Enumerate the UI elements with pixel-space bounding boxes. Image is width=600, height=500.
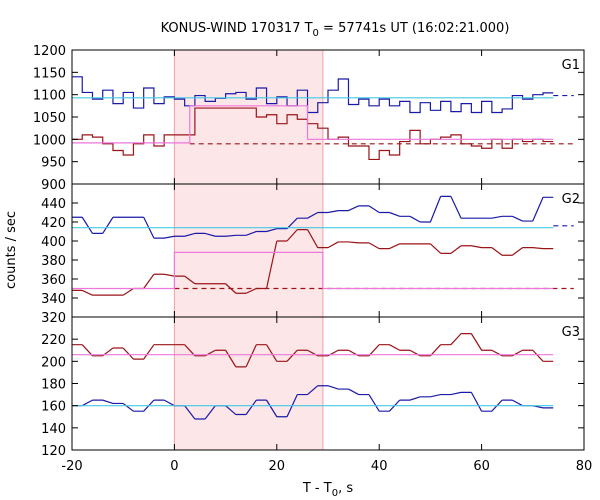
y-tick-label: 900 [41, 178, 66, 193]
y-tick-label: 1200 [33, 44, 66, 59]
highlight-layer [173, 50, 324, 450]
panel-label-g1: G1 [562, 58, 580, 73]
y-tick-label: 180 [41, 378, 66, 393]
x-tick-label: 80 [576, 459, 593, 474]
series-red-g3 [72, 333, 554, 368]
highlight-band [174, 50, 323, 450]
y-tick-label: 1000 [33, 133, 66, 148]
x-axis-label: T - T0, s [302, 481, 353, 499]
x-tick-label: 0 [170, 459, 178, 474]
series-blue-g1 [72, 76, 554, 114]
y-tick-label: 1050 [33, 111, 66, 126]
series-blue-g2 [72, 195, 554, 239]
y-tick-label: 420 [41, 216, 66, 231]
panel-label-g2: G2 [562, 192, 580, 207]
series-layer [72, 76, 574, 420]
x-tick-label: 60 [473, 459, 490, 474]
y-tick-label: 440 [41, 197, 66, 212]
y-tick-label: 400 [41, 235, 66, 250]
y-tick-label: 140 [41, 422, 66, 437]
series-pink-g1 [72, 105, 554, 144]
x-tick-label: 20 [269, 459, 286, 474]
x-tick-label: -20 [61, 459, 82, 474]
axes-layer: 90095010001050110011501200G1320340360380… [33, 44, 592, 474]
y-tick-label: 380 [41, 254, 66, 269]
y-tick-label: 950 [41, 156, 66, 171]
y-tick-label: 340 [41, 292, 66, 307]
y-tick-label: 120 [41, 444, 66, 459]
y-axis-label: counts / sec [4, 211, 19, 289]
y-tick-label: 360 [41, 273, 66, 288]
y-tick-label: 160 [41, 400, 66, 415]
panel-label-g3: G3 [562, 325, 580, 340]
series-pink-g2 [72, 251, 554, 290]
y-tick-label: 1150 [33, 66, 66, 81]
y-tick-label: 200 [41, 355, 66, 370]
y-tick-label: 320 [41, 311, 66, 326]
y-tick-label: 1100 [33, 89, 66, 104]
series-red-g1 [72, 107, 554, 161]
x-tick-label: 40 [371, 459, 388, 474]
y-tick-label: 220 [41, 333, 66, 348]
chart-title: KONUS-WIND 170317 T0 = 57741s UT (16:02:… [161, 21, 510, 39]
